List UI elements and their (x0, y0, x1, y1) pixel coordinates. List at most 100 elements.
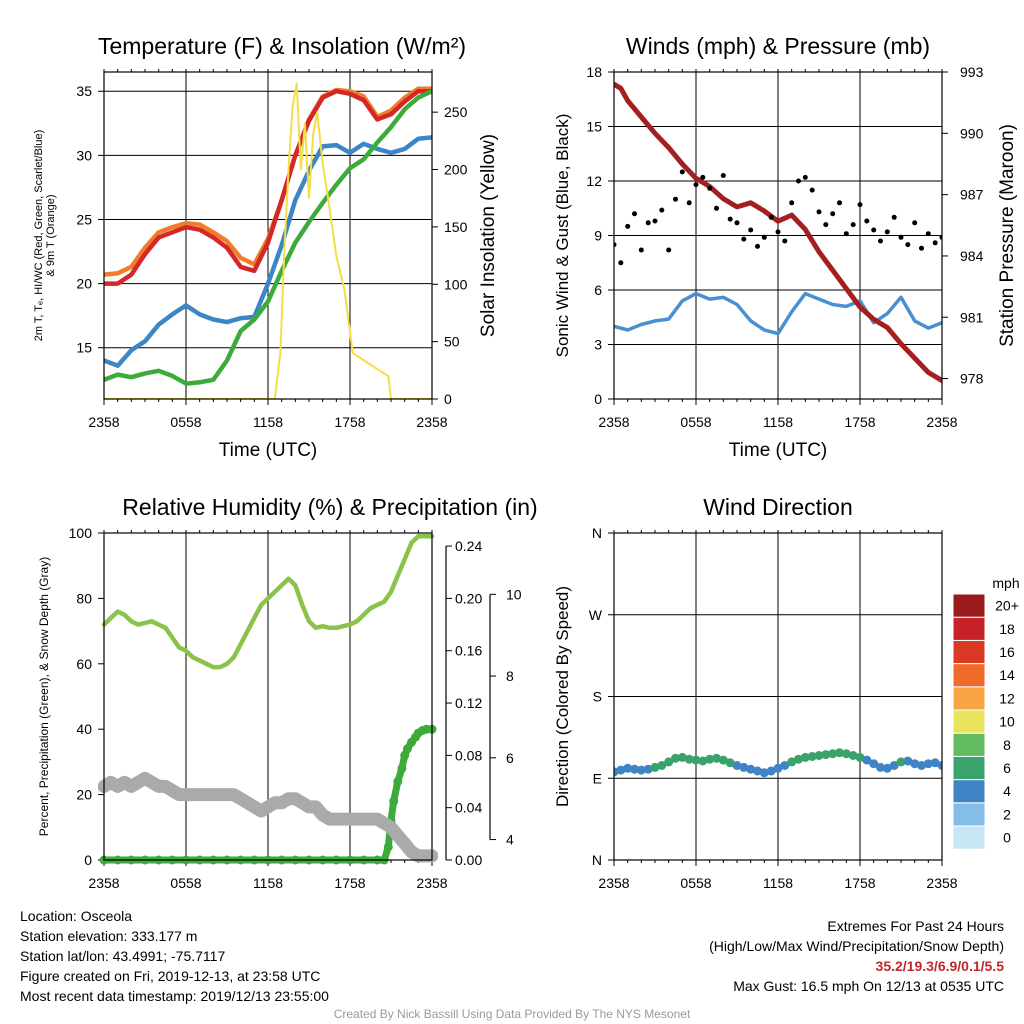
extremes-values: 35.2/19.3/6.9/0.1/5.5 (875, 958, 1004, 974)
data-point (807, 752, 817, 761)
y-tick-label: 80 (76, 590, 92, 606)
data-point (768, 214, 774, 220)
x-tick-label: 2358 (416, 414, 447, 430)
panel-3: 2358 0558 1158 1758 2358 0 20 40 60 80 100 Relative… (37, 494, 538, 891)
data-point (657, 761, 667, 770)
recent-data-timestamp: Most recent data timestamp: 2019/12/13 2… (20, 988, 329, 1004)
data-point (686, 200, 692, 206)
data-point (869, 759, 879, 769)
plot-border (103, 532, 433, 861)
y-tick-label: N (592, 852, 602, 868)
x-tick-label: 0558 (680, 875, 711, 891)
data-point (891, 214, 897, 220)
data-point (828, 749, 838, 759)
colorbar-swatch (952, 686, 986, 711)
x-tick-label: 1158 (253, 875, 283, 891)
data-point (616, 765, 626, 775)
data-point (917, 761, 926, 770)
colorbar-swatch (952, 639, 986, 665)
x-tick-label: 2358 (88, 414, 119, 430)
series-line (104, 88, 432, 386)
panel-title: Relative Humidity (%) & Precipitation (i… (122, 494, 537, 520)
x-tick-label: 1158 (763, 414, 793, 430)
data-point (402, 744, 412, 754)
data-point (898, 234, 904, 240)
data-point (645, 220, 651, 226)
data-point (775, 229, 781, 235)
x-tick-label: 2358 (926, 875, 957, 891)
data-point (837, 200, 842, 206)
y2-tick-label: 250 (444, 104, 468, 120)
series-line (104, 88, 432, 286)
y-tick-label: 30 (76, 147, 92, 163)
data-point (800, 752, 810, 762)
data-point (871, 227, 877, 233)
data-point (732, 761, 742, 770)
colorbar-swatch (952, 802, 986, 827)
data-point (389, 796, 399, 806)
y-tick-label: 6 (594, 282, 602, 298)
y2-tick-label: 987 (960, 187, 984, 203)
station-elevation: Station elevation: 333.177 m (20, 928, 198, 944)
x-tick-label: 1758 (334, 875, 365, 891)
x-tick-label: 2358 (926, 414, 957, 430)
colorbar: mph 0 2 4 6 8 10 12 14 16 18 20+ (952, 575, 1020, 850)
series-line (104, 135, 432, 368)
y-axis-label: Direction (Colored By Speed) (553, 586, 572, 807)
data-point (841, 749, 851, 759)
y2-tick-label: 981 (960, 309, 984, 325)
data-point (843, 231, 849, 237)
data-point (684, 754, 694, 764)
data-point (673, 196, 678, 202)
series-line (104, 82, 432, 399)
y-tick-label: 25 (76, 211, 92, 227)
data-point (739, 762, 749, 772)
data-point (623, 763, 633, 773)
data-point (816, 209, 822, 215)
colorbar-title: mph (992, 575, 1019, 591)
data-point (864, 218, 870, 224)
data-point (718, 755, 728, 765)
x-tick-label: 1158 (763, 875, 793, 891)
data-point (932, 240, 938, 246)
data-point (925, 231, 931, 237)
data-point (889, 761, 899, 770)
snow-tick-label: 4 (506, 832, 514, 848)
precip-tick-label: 0.24 (455, 538, 482, 554)
data-point (896, 757, 906, 767)
data-point (753, 766, 762, 776)
y2-tick-label: 150 (444, 219, 468, 235)
credit-line: Created By Nick Bassill Using Data Provi… (333, 1007, 691, 1021)
x-tick-label: 0558 (170, 875, 201, 891)
data-point (761, 234, 767, 240)
precip-tick-label: 0.16 (455, 643, 482, 659)
data-point (664, 757, 674, 767)
colorbar-label: 16 (999, 644, 1015, 660)
data-point (809, 187, 815, 193)
x-tick-label: 2358 (598, 414, 629, 430)
panel-title: Temperature (F) & Insolation (W/m²) (98, 33, 466, 59)
colorbar-label: 4 (1003, 783, 1011, 799)
data-point (766, 766, 776, 776)
data-point (638, 247, 644, 253)
colorbar-label: 8 (1003, 737, 1011, 753)
data-point (652, 218, 658, 224)
data-point (705, 754, 715, 764)
data-point (618, 260, 624, 266)
y2-tick-label: 100 (444, 276, 468, 292)
data-point (905, 242, 911, 248)
data-point (677, 752, 687, 762)
x-tick-label: 0558 (170, 414, 201, 430)
colorbar-swatch (952, 732, 986, 757)
data-point (937, 761, 942, 770)
y2-tick-label: 50 (444, 334, 460, 350)
y2-tick-label: 978 (960, 371, 984, 387)
y-tick-label: 20 (76, 787, 92, 803)
data-point (755, 243, 760, 249)
x-tick-label: 1758 (334, 414, 365, 430)
series-group (614, 81, 942, 384)
snow-tick-label: 8 (506, 668, 514, 684)
data-point (794, 754, 803, 764)
data-point (857, 202, 863, 208)
colorbar-label: 12 (999, 690, 1015, 706)
